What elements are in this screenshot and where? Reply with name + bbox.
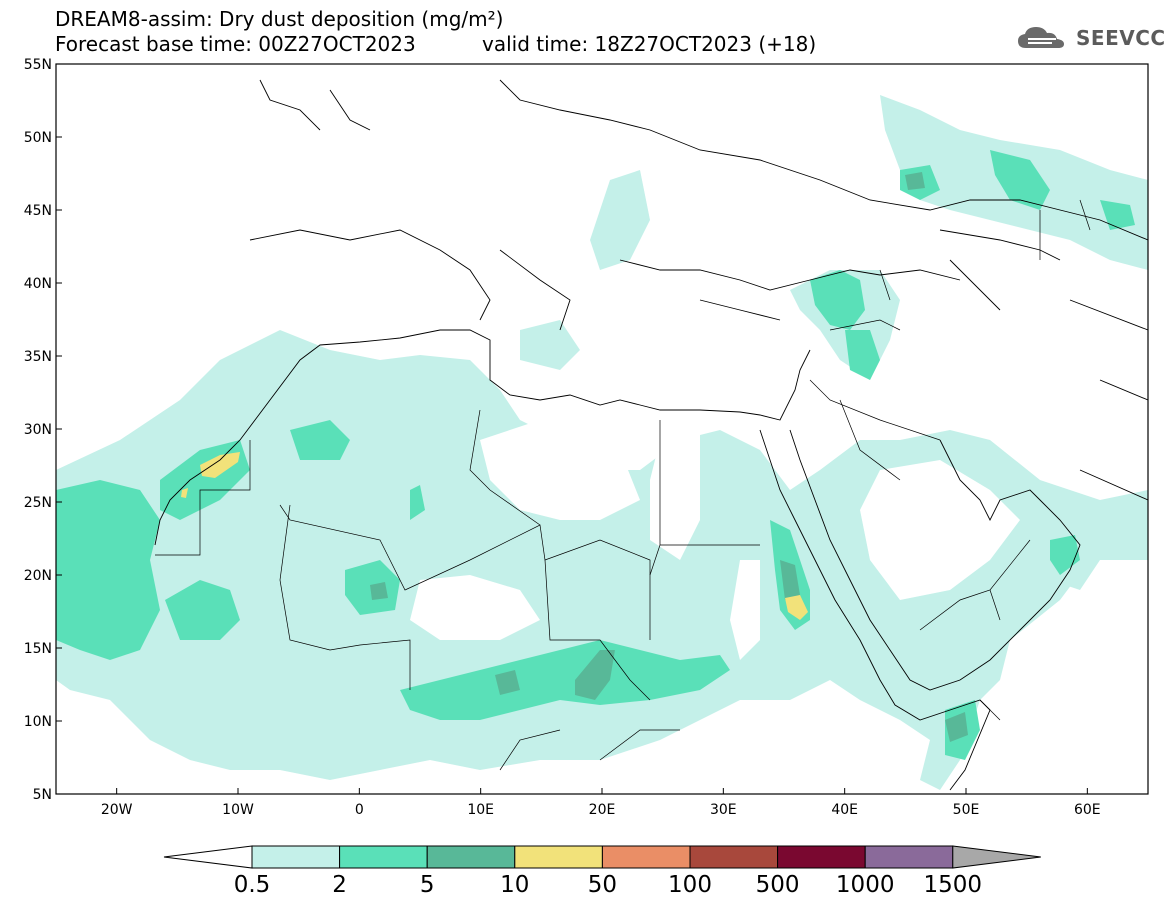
lat-tick-label: 45N	[24, 203, 52, 219]
colorbar-label: 100	[668, 872, 712, 898]
lat-tick-label: 20N	[24, 568, 52, 584]
lat-tick-label: 35N	[24, 349, 52, 365]
logo-text: SEEVCCC	[1076, 26, 1165, 50]
colorbar-low-arrow	[163, 845, 253, 869]
colorbar-label: 0.5	[234, 872, 271, 898]
lon-tick-label: 20W	[101, 802, 133, 818]
colorbar-segment	[251, 845, 341, 869]
lon-tick-label: 10E	[467, 802, 494, 818]
lat-tick-label: 25N	[24, 495, 52, 511]
cloud-icon	[1018, 27, 1064, 48]
lat-tick-label: 5N	[33, 787, 52, 803]
colorbar: 0.5 2 5 10 50 100 500 1000 1500	[163, 845, 1041, 898]
country-borders	[155, 199, 1091, 771]
colorbar-segment	[777, 845, 866, 869]
colorbar-segment	[689, 845, 779, 869]
lon-tick-label: 50E	[953, 802, 980, 818]
valid-time: valid time: 18Z27OCT2023 (+18)	[482, 32, 817, 56]
lat-tick-label: 40N	[24, 276, 52, 292]
lat-tick-label: 55N	[24, 57, 52, 73]
lat-tick-label: 30N	[24, 422, 52, 438]
colorbar-label: 2	[332, 872, 347, 898]
forecast-base-time: Forecast base time: 00Z27OCT2023	[55, 32, 416, 56]
colorbar-segment	[426, 845, 516, 869]
lon-tick-label: 40E	[831, 802, 858, 818]
lat-tick-label: 10N	[24, 714, 52, 730]
lon-tick-label: 30E	[710, 802, 737, 818]
lon-tick-label: 60E	[1074, 802, 1101, 818]
lat-tick-label: 50N	[24, 130, 52, 146]
dust-field	[56, 95, 1148, 790]
seevccc-logo: SEEVCCC	[1016, 24, 1165, 52]
lon-tick-label: 0	[355, 802, 364, 818]
coastlines	[154, 79, 1148, 791]
colorbar-segment	[514, 845, 603, 869]
colorbar-high-arrow	[952, 845, 1041, 869]
lat-tick-label: 15N	[24, 641, 52, 657]
colorbar-label: 1500	[924, 872, 983, 898]
lat-axis: 5N 10N 15N 20N 25N 30N 35N 40N 45N 50N 55N	[24, 57, 62, 803]
lon-tick-label: 10W	[222, 802, 254, 818]
lon-tick-label: 20E	[589, 802, 616, 818]
colorbar-segment	[864, 845, 954, 869]
colorbar-segment	[601, 845, 691, 869]
colorbar-label: 10	[500, 872, 529, 898]
colorbar-segment	[339, 845, 428, 869]
colorbar-label: 500	[756, 872, 800, 898]
map-title: DREAM8-assim: Dry dust deposition (mg/m²…	[55, 7, 504, 31]
colorbar-label: 50	[588, 872, 617, 898]
lon-axis: 20W 10W 0 10E 20E 30E 40E 50E 60E	[101, 788, 1101, 818]
colorbar-label: 5	[420, 872, 435, 898]
colorbar-label: 1000	[836, 872, 895, 898]
